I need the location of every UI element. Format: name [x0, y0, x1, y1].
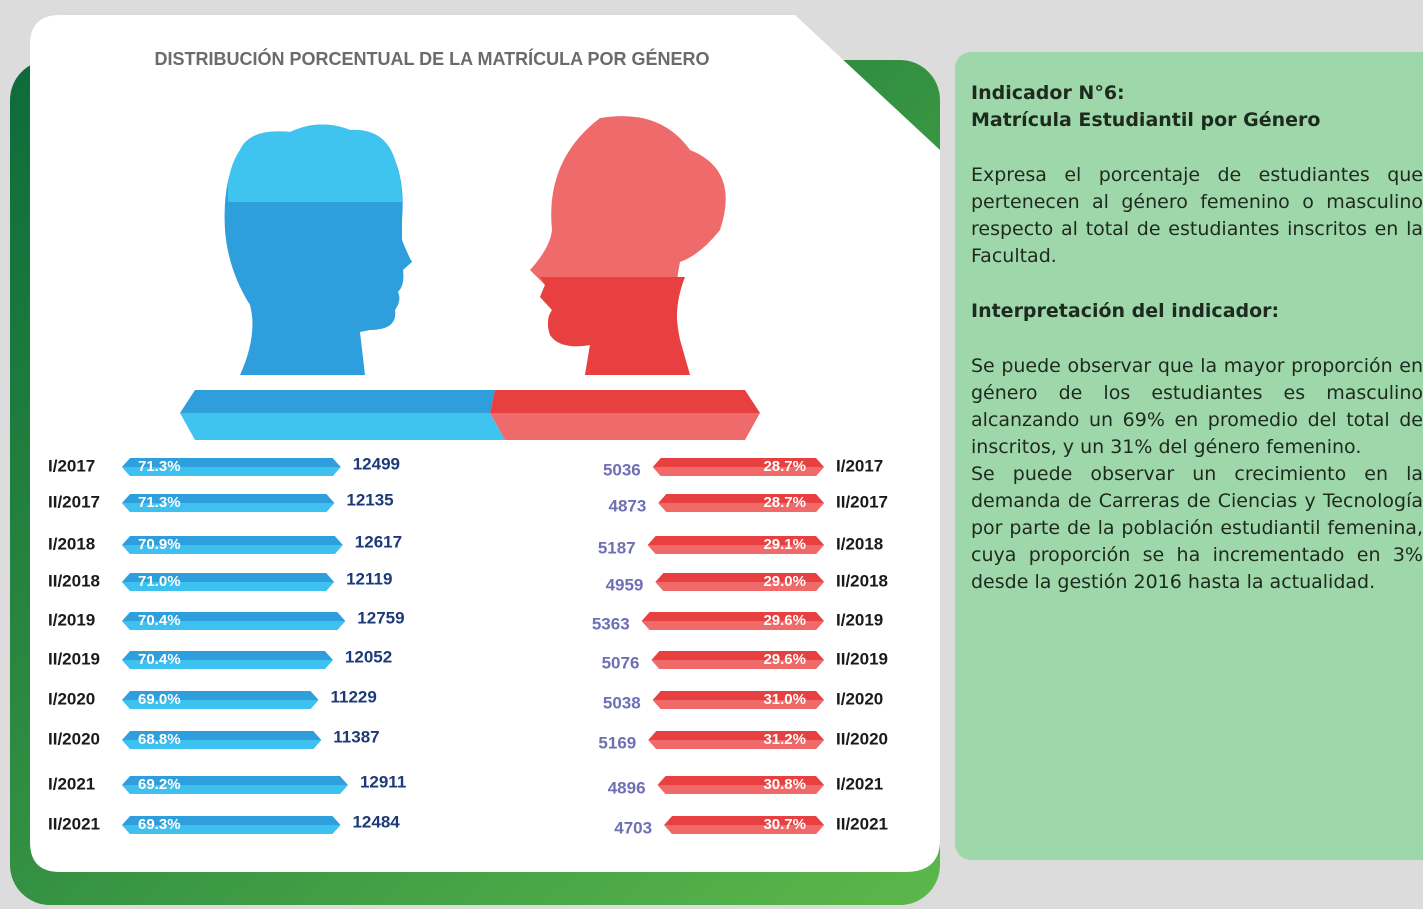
value-label: 4703 — [614, 818, 652, 837]
value-label: 5187 — [598, 538, 636, 557]
percent-label: 70.4% — [138, 612, 181, 629]
value-label: 5169 — [598, 733, 636, 752]
category-label: I/2018 — [48, 534, 95, 553]
percent-label: 30.8% — [763, 776, 806, 793]
category-label: II/2017 — [48, 492, 100, 511]
category-label: I/2021 — [48, 774, 95, 793]
percent-label: 70.4% — [138, 651, 181, 668]
value-label: 11387 — [333, 727, 379, 746]
category-label: II/2019 — [836, 649, 888, 668]
category-label: II/2021 — [48, 814, 100, 833]
category-label: I/2019 — [836, 610, 883, 629]
value-label: 12484 — [352, 812, 400, 831]
panel-subtitle: Interpretación del indicador: — [971, 298, 1423, 325]
category-label: I/2019 — [48, 610, 95, 629]
panel-title: Indicador N°6: Matrícula Estudiantil por … — [971, 80, 1423, 134]
category-label: II/2020 — [836, 729, 888, 748]
chart-title: DISTRIBUCIÓN PORCENTUAL DE LA MATRÍCULA … — [154, 48, 709, 69]
value-label: 12911 — [360, 772, 406, 791]
percent-label: 28.7% — [763, 458, 806, 475]
value-label: 5036 — [603, 460, 641, 479]
category-label: II/2020 — [48, 729, 100, 748]
base-bar-female-bottom — [490, 413, 760, 440]
percent-label: 31.0% — [763, 691, 806, 708]
category-label: II/2021 — [836, 814, 888, 833]
chart: DISTRIBUCIÓN PORCENTUAL DE LA MATRÍCULA … — [0, 0, 950, 909]
category-label: I/2017 — [836, 456, 883, 475]
percent-label: 29.6% — [763, 612, 806, 629]
category-label: II/2017 — [836, 492, 888, 511]
percent-label: 68.8% — [138, 731, 181, 748]
value-label: 4896 — [608, 778, 646, 797]
base-bar-male-top — [180, 390, 495, 413]
value-label: 4873 — [608, 496, 646, 515]
category-label: I/2017 — [48, 456, 95, 475]
male-head-top — [228, 124, 402, 202]
value-label: 12617 — [355, 532, 402, 551]
value-label: 4959 — [606, 575, 644, 594]
value-label: 5076 — [602, 653, 640, 672]
value-label: 5038 — [603, 693, 641, 712]
percent-label: 69.0% — [138, 691, 181, 708]
base-bar-male-bottom — [180, 413, 505, 440]
percent-label: 71.0% — [138, 573, 181, 590]
percent-label: 29.1% — [763, 536, 806, 553]
category-label: II/2018 — [836, 571, 888, 590]
value-label: 12119 — [346, 569, 392, 588]
category-label: II/2019 — [48, 649, 100, 668]
panel-paragraph: Se puede observar que la mayor proporció… — [971, 353, 1423, 461]
panel-title-line: Matrícula Estudiantil por Género — [971, 109, 1320, 131]
category-label: I/2018 — [836, 534, 883, 553]
percent-label: 69.2% — [138, 776, 181, 793]
percent-label: 71.3% — [138, 458, 181, 475]
percent-label: 28.7% — [763, 494, 806, 511]
value-label: 12759 — [357, 608, 404, 627]
panel-description: Expresa el porcentaje de estudiantes que… — [971, 162, 1423, 270]
info-panel: Indicador N°6: Matrícula Estudiantil por … — [955, 52, 1423, 860]
value-label: 12052 — [345, 647, 392, 666]
percent-label: 30.7% — [763, 816, 806, 833]
value-label: 12135 — [346, 490, 393, 509]
panel-title-line: Indicador N°6: — [971, 82, 1125, 104]
value-label: 12499 — [353, 454, 400, 473]
page: DISTRIBUCIÓN PORCENTUAL DE LA MATRÍCULA … — [0, 0, 1423, 909]
percent-label: 71.3% — [138, 494, 181, 511]
base-bar-female-top — [490, 390, 760, 413]
percent-label: 29.0% — [763, 573, 806, 590]
category-label: I/2021 — [836, 774, 883, 793]
panel-paragraph: Se puede observar un crecimiento en la d… — [971, 461, 1423, 596]
percent-label: 29.6% — [763, 651, 806, 668]
percent-label: 31.2% — [763, 731, 806, 748]
percent-label: 70.9% — [138, 536, 181, 553]
percent-label: 69.3% — [138, 816, 181, 833]
value-label: 11229 — [331, 687, 377, 706]
value-label: 5363 — [592, 614, 630, 633]
category-label: I/2020 — [836, 689, 883, 708]
category-label: II/2018 — [48, 571, 100, 590]
category-label: I/2020 — [48, 689, 95, 708]
